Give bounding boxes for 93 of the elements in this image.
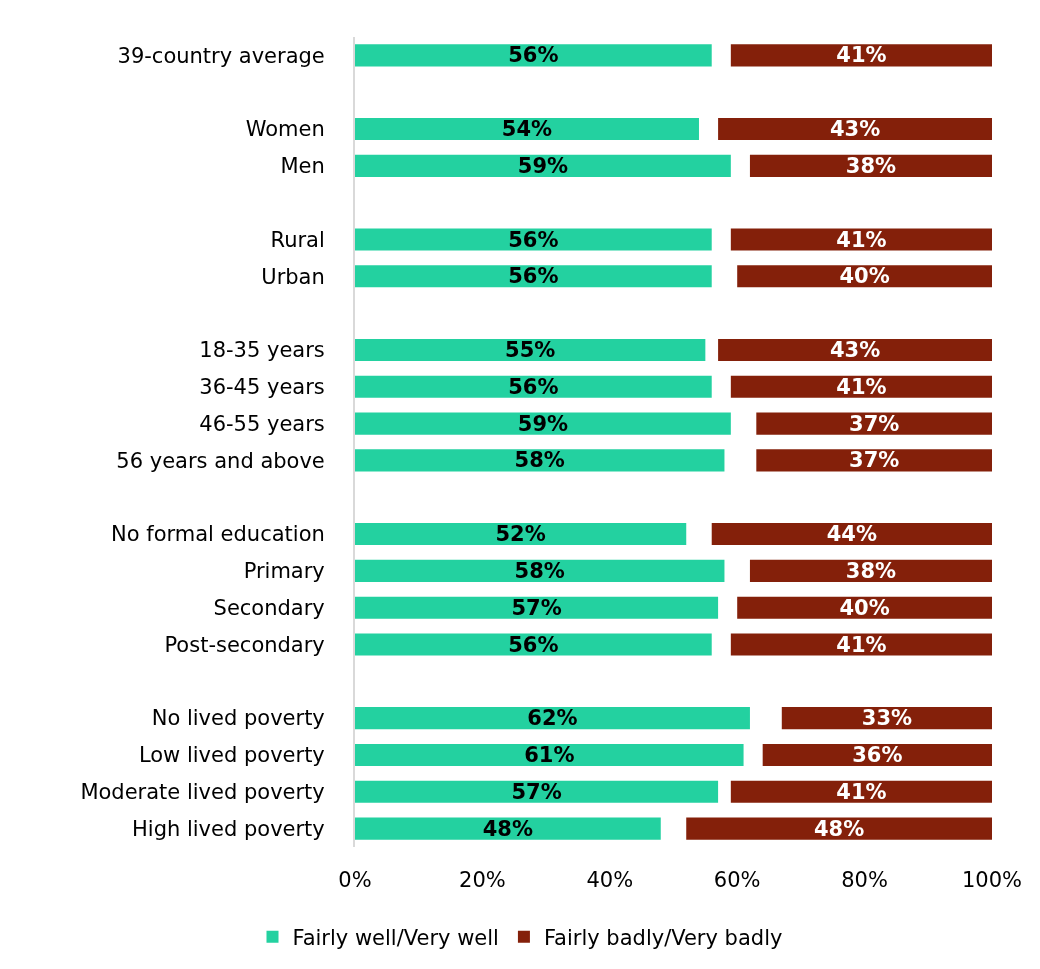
y-tick-label: No lived poverty [151,706,325,731]
bar [355,596,719,619]
data-label: 40% [839,595,890,620]
data-label: 56% [508,227,559,252]
bar [355,265,712,288]
bar [737,265,992,288]
bar [762,743,992,766]
data-label: 43% [829,337,881,362]
data-label: 41% [836,632,887,657]
y-tick-label: Post-secondary [164,632,325,657]
y-tick-label: Moderate lived poverty [80,780,325,805]
data-label: 56% [508,264,559,289]
y-tick-label: 46-55 years [199,411,325,436]
bar [756,412,992,435]
bar [355,375,712,398]
y-tick-label: Primary [243,559,325,584]
bar [355,743,744,766]
data-label: 61% [524,742,575,767]
data-label: 38% [845,153,897,178]
y-tick-label: Secondary [213,596,325,621]
data-label: 44% [826,522,877,547]
bar [355,44,712,67]
data-label: 62% [527,706,578,731]
bar [730,44,992,67]
y-tick-label: High lived poverty [132,816,325,841]
bar [711,523,992,546]
bar [718,338,992,361]
bar [355,780,719,803]
bar [355,559,725,582]
data-label: 33% [861,706,913,731]
data-label: 41% [836,227,887,252]
legend-label: Fairly well/Very well [292,925,499,950]
data-label: 43% [829,117,881,142]
bar [686,817,992,840]
bar [749,154,992,177]
data-label: 56% [508,43,559,68]
bar [718,118,992,141]
data-label: 55% [505,337,556,362]
y-tick-label: Men [280,154,325,179]
bar [730,375,992,398]
y-tick-label: 18-35 years [199,338,325,363]
x-tick-label: 20% [459,868,506,892]
y-tick-label: Women [245,117,325,142]
bar [355,412,731,435]
bar [355,338,706,361]
bar [355,707,750,730]
bar [355,523,687,546]
data-label: 41% [836,43,887,68]
data-label: 40% [839,264,890,289]
bar [355,633,712,656]
data-label: 59% [517,153,569,178]
data-label: 54% [501,117,553,142]
y-tick-label: 56 years and above [116,448,325,473]
bar [749,559,992,582]
bar [730,780,992,803]
data-label: 41% [836,779,887,804]
x-tick-label: 0% [338,868,372,892]
bar [781,707,992,730]
bar [730,633,992,656]
data-label: 37% [849,448,900,473]
bar [355,228,712,251]
y-tick-label: Rural [270,227,325,252]
x-tick-label: 100% [961,868,1023,892]
bar [730,228,992,251]
x-tick-label: 60% [713,868,761,892]
data-label: 52% [495,522,546,547]
y-tick-label: Urban [261,264,325,289]
y-tick-label: 36-45 years [199,375,325,400]
data-label: 41% [836,374,887,399]
x-tick-label: 80% [841,868,888,892]
data-label: 57% [511,779,562,804]
x-tick-label: 40% [586,868,634,892]
bar [737,596,992,619]
data-label: 56% [508,632,559,657]
bar [756,449,992,472]
data-label: 58% [514,558,565,583]
y-tick-label: Low lived poverty [138,743,325,768]
bar [355,118,699,141]
data-label: 58% [514,448,565,473]
data-label: 56% [508,374,559,399]
data-label: 48% [482,816,534,841]
data-label: 36% [852,742,903,767]
data-label: 37% [849,411,900,436]
bar [355,817,661,840]
data-label: 38% [845,558,897,583]
data-label: 57% [511,595,562,620]
data-label: 59% [517,411,569,436]
bar [355,449,725,472]
data-label: 48% [813,816,865,841]
legend-label: Fairly badly/Very badly [543,925,783,950]
y-tick-label: No formal education [111,522,325,547]
y-tick-label: 39-country average [117,43,325,68]
bar [355,154,731,177]
